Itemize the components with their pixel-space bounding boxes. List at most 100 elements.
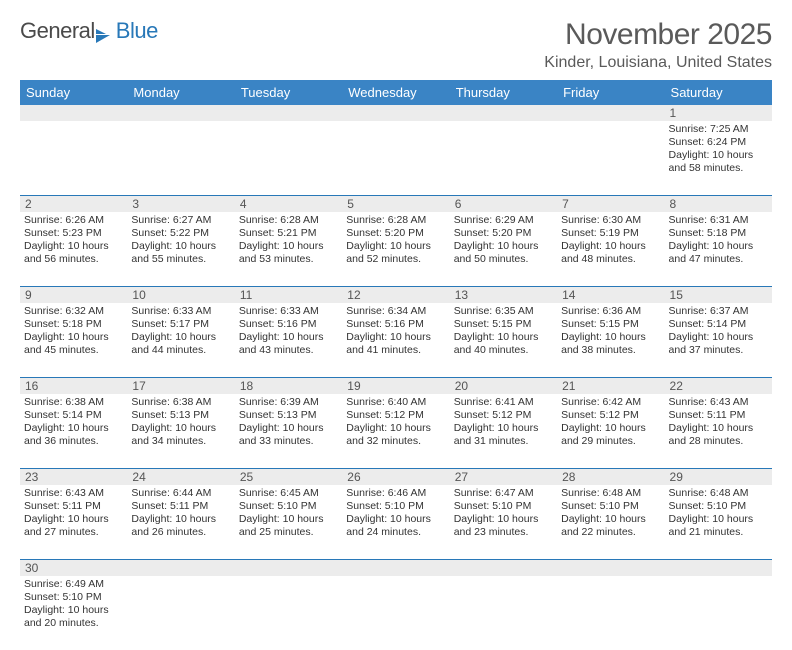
daylight: Daylight: 10 hours and 40 minutes. [454, 331, 553, 357]
sunrise: Sunrise: 6:41 AM [454, 396, 553, 409]
date-number-row: 9101112131415 [20, 287, 772, 303]
day-cell [342, 121, 449, 195]
daylight: Daylight: 10 hours and 36 minutes. [24, 422, 123, 448]
sunrise: Sunrise: 6:37 AM [669, 305, 768, 318]
day-cell [342, 576, 449, 650]
sunrise: Sunrise: 6:46 AM [346, 487, 445, 500]
daylight: Daylight: 10 hours and 58 minutes. [669, 149, 768, 175]
date-number: 26 [342, 469, 449, 485]
sunrise: Sunrise: 6:38 AM [24, 396, 123, 409]
day-header: Friday [557, 80, 664, 105]
date-number: 1 [665, 105, 772, 121]
date-number: 2 [20, 196, 127, 212]
sunset: Sunset: 5:18 PM [669, 227, 768, 240]
daylight: Daylight: 10 hours and 38 minutes. [561, 331, 660, 357]
date-number-row: ......1 [20, 105, 772, 121]
sunset: Sunset: 5:15 PM [454, 318, 553, 331]
day-cell: Sunrise: 6:41 AMSunset: 5:12 PMDaylight:… [450, 394, 557, 468]
day-cell: Sunrise: 6:34 AMSunset: 5:16 PMDaylight:… [342, 303, 449, 377]
sunrise: Sunrise: 6:42 AM [561, 396, 660, 409]
sunrise: Sunrise: 6:35 AM [454, 305, 553, 318]
day-cell: Sunrise: 6:32 AMSunset: 5:18 PMDaylight:… [20, 303, 127, 377]
day-cell [127, 121, 234, 195]
sunset: Sunset: 5:10 PM [24, 591, 123, 604]
sunrise: Sunrise: 6:38 AM [131, 396, 230, 409]
daylight: Daylight: 10 hours and 31 minutes. [454, 422, 553, 448]
date-number: 10 [127, 287, 234, 303]
sunset: Sunset: 5:21 PM [239, 227, 338, 240]
sunrise: Sunrise: 6:33 AM [239, 305, 338, 318]
day-header: Tuesday [235, 80, 342, 105]
day-header: Wednesday [342, 80, 449, 105]
day-cell: Sunrise: 6:44 AMSunset: 5:11 PMDaylight:… [127, 485, 234, 559]
sunset: Sunset: 5:14 PM [669, 318, 768, 331]
week-row: Sunrise: 6:43 AMSunset: 5:11 PMDaylight:… [20, 485, 772, 560]
daylight: Daylight: 10 hours and 34 minutes. [131, 422, 230, 448]
date-number: 21 [557, 378, 664, 394]
sunset: Sunset: 5:12 PM [346, 409, 445, 422]
date-number: . [127, 105, 234, 121]
date-number: 11 [235, 287, 342, 303]
logo-text-1: General [20, 18, 95, 44]
day-cell [127, 576, 234, 650]
daylight: Daylight: 10 hours and 47 minutes. [669, 240, 768, 266]
sunrise: Sunrise: 6:44 AM [131, 487, 230, 500]
date-number: 17 [127, 378, 234, 394]
day-cell: Sunrise: 6:35 AMSunset: 5:15 PMDaylight:… [450, 303, 557, 377]
daylight: Daylight: 10 hours and 44 minutes. [131, 331, 230, 357]
calendar: Sunday Monday Tuesday Wednesday Thursday… [20, 80, 772, 650]
date-number: . [342, 105, 449, 121]
sunrise: Sunrise: 6:48 AM [561, 487, 660, 500]
day-cell: Sunrise: 6:49 AMSunset: 5:10 PMDaylight:… [20, 576, 127, 650]
date-number-row: 30...... [20, 560, 772, 576]
sunrise: Sunrise: 6:47 AM [454, 487, 553, 500]
day-cell [235, 121, 342, 195]
sunrise: Sunrise: 6:30 AM [561, 214, 660, 227]
daylight: Daylight: 10 hours and 48 minutes. [561, 240, 660, 266]
daylight: Daylight: 10 hours and 26 minutes. [131, 513, 230, 539]
date-number: . [557, 560, 664, 576]
date-number: 18 [235, 378, 342, 394]
week-row: Sunrise: 6:32 AMSunset: 5:18 PMDaylight:… [20, 303, 772, 378]
sunset: Sunset: 5:16 PM [346, 318, 445, 331]
sunset: Sunset: 5:10 PM [346, 500, 445, 513]
date-number: . [342, 560, 449, 576]
date-number: . [557, 105, 664, 121]
sunset: Sunset: 5:19 PM [561, 227, 660, 240]
daylight: Daylight: 10 hours and 55 minutes. [131, 240, 230, 266]
daylight: Daylight: 10 hours and 52 minutes. [346, 240, 445, 266]
logo-flag-icon [96, 23, 114, 37]
date-number: 30 [20, 560, 127, 576]
sunset: Sunset: 5:12 PM [561, 409, 660, 422]
date-number: 25 [235, 469, 342, 485]
day-cell: Sunrise: 6:42 AMSunset: 5:12 PMDaylight:… [557, 394, 664, 468]
title-block: November 2025 Kinder, Louisiana, United … [544, 18, 772, 72]
day-header: Monday [127, 80, 234, 105]
day-cell: Sunrise: 6:48 AMSunset: 5:10 PMDaylight:… [665, 485, 772, 559]
daylight: Daylight: 10 hours and 37 minutes. [669, 331, 768, 357]
day-header: Thursday [450, 80, 557, 105]
date-number: . [665, 560, 772, 576]
date-number: 13 [450, 287, 557, 303]
day-cell: Sunrise: 6:36 AMSunset: 5:15 PMDaylight:… [557, 303, 664, 377]
sunrise: Sunrise: 6:45 AM [239, 487, 338, 500]
sunset: Sunset: 5:10 PM [454, 500, 553, 513]
day-cell: Sunrise: 6:29 AMSunset: 5:20 PMDaylight:… [450, 212, 557, 286]
day-cell: Sunrise: 6:46 AMSunset: 5:10 PMDaylight:… [342, 485, 449, 559]
date-number: 14 [557, 287, 664, 303]
date-number: 6 [450, 196, 557, 212]
date-number: 5 [342, 196, 449, 212]
sunset: Sunset: 5:17 PM [131, 318, 230, 331]
date-number: 7 [557, 196, 664, 212]
sunrise: Sunrise: 6:43 AM [669, 396, 768, 409]
sunrise: Sunrise: 6:29 AM [454, 214, 553, 227]
sunset: Sunset: 5:20 PM [454, 227, 553, 240]
day-header-row: Sunday Monday Tuesday Wednesday Thursday… [20, 80, 772, 105]
day-cell: Sunrise: 6:37 AMSunset: 5:14 PMDaylight:… [665, 303, 772, 377]
sunset: Sunset: 5:11 PM [131, 500, 230, 513]
sunrise: Sunrise: 7:25 AM [669, 123, 768, 136]
date-number: 15 [665, 287, 772, 303]
daylight: Daylight: 10 hours and 41 minutes. [346, 331, 445, 357]
day-cell [235, 576, 342, 650]
sunrise: Sunrise: 6:28 AM [239, 214, 338, 227]
